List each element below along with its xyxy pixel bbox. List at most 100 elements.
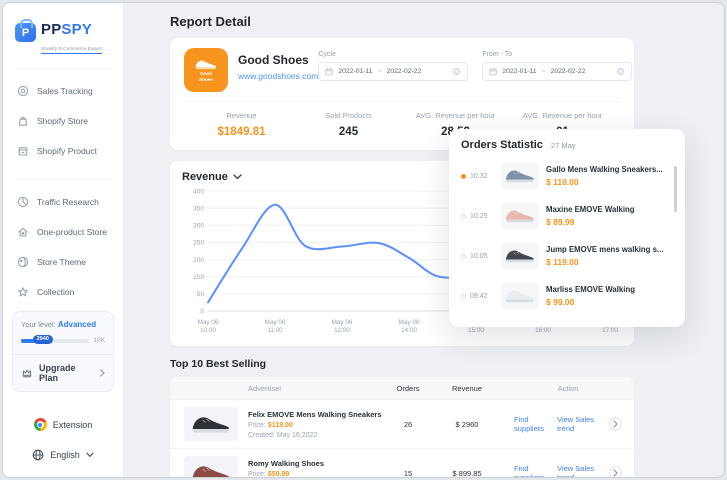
product-name: Romy Walking Shoes xyxy=(248,458,324,468)
product-image xyxy=(184,407,238,441)
sidebar: P PPSPY Shopify E-Commerce Expert Sales … xyxy=(3,3,124,477)
order-price: $ 119.00 xyxy=(546,257,579,267)
date-separator: ~ xyxy=(541,68,546,75)
sneaker-image xyxy=(505,250,534,263)
date-separator: ~ xyxy=(377,68,382,75)
divider xyxy=(15,68,111,69)
timeline-dot xyxy=(461,253,466,259)
table-row: Felix EMOVE Mens Walking Sneakers Price:… xyxy=(170,399,634,448)
stat-value: 245 xyxy=(338,126,359,138)
extension-button[interactable]: Extension xyxy=(3,418,123,431)
clear-icon[interactable] xyxy=(616,67,625,76)
scrollbar-thumb[interactable] xyxy=(674,166,677,212)
date-start: 2022-01-11 xyxy=(502,68,537,75)
sidebar-item-shopify-product[interactable]: Shopify Product xyxy=(3,136,123,166)
timeline-dot xyxy=(461,173,466,179)
chevron-down-icon xyxy=(86,452,94,457)
row-expand-button[interactable] xyxy=(608,417,622,431)
chrome-icon xyxy=(33,418,47,431)
store-summary-card: Good Shoes Good Shoes www.goodshoes.com … xyxy=(170,38,634,150)
product-image xyxy=(501,283,539,309)
col-action: Action xyxy=(557,383,579,393)
product-image xyxy=(501,243,539,269)
sneaker-image xyxy=(192,416,230,433)
fromto-range-picker[interactable]: 2022-01-11 ~ 2022-02-22 xyxy=(482,62,633,81)
svg-text:150: 150 xyxy=(193,274,204,281)
store-logo: Good Shoes xyxy=(184,48,228,92)
product-image xyxy=(184,456,238,477)
row-expand-button[interactable] xyxy=(608,466,622,477)
fromto-date-group: From - To 2022-01-11 ~ 2022-02-22 xyxy=(482,51,633,81)
svg-text:200: 200 xyxy=(193,257,204,264)
revenue-value: $ 899.85 xyxy=(452,468,482,478)
table-header: Advertiser Orders Revenue Action xyxy=(170,377,634,399)
order-time: 09:42 xyxy=(461,293,494,300)
sidebar-item-shopify-store[interactable]: Shopify Store xyxy=(3,106,123,136)
revenue-value: $ 2960 xyxy=(455,419,479,429)
table-row: Romy Walking Shoes Price: $59.99 Created… xyxy=(170,448,634,478)
sneaker-image xyxy=(505,210,534,223)
store-name: Good Shoes xyxy=(238,53,309,67)
product-created: Created: May 16,2022 xyxy=(248,431,318,439)
order-time: 10:05 xyxy=(461,253,494,260)
cycle-range-picker[interactable]: 2022-01-11 ~ 2022-02-22 xyxy=(318,62,469,81)
sidebar-menu-bottom: Traffic Research One-product Store Store… xyxy=(3,180,123,307)
order-item[interactable]: 10:05 Jump EMOVE mens walking s... $ 119.… xyxy=(461,236,673,276)
divider xyxy=(15,179,111,180)
date-end: 2022-02-22 xyxy=(386,68,422,75)
divider xyxy=(13,354,113,355)
svg-text:300: 300 xyxy=(193,223,204,230)
sidebar-item-sales-tracking[interactable]: Sales Tracking xyxy=(3,76,123,106)
sidebar-item-label: Traffic Research xyxy=(37,197,99,207)
best-selling-title: Top 10 Best Selling xyxy=(170,358,267,370)
svg-text:50: 50 xyxy=(197,291,205,298)
svg-text:400: 400 xyxy=(193,188,204,195)
target-icon xyxy=(17,85,29,97)
order-product-name: Jump EMOVE mens walking s... xyxy=(546,245,664,254)
order-product-name: Marliss EMOVE Walking xyxy=(546,285,635,294)
clear-icon[interactable] xyxy=(452,67,461,76)
upgrade-plan-button[interactable]: Upgrade Plan xyxy=(13,355,113,391)
orders-statistic-panel: Orders Statistic 27 May 10:32 Gallo Mens… xyxy=(449,129,685,327)
stat-label: Sold Products xyxy=(325,111,372,120)
level-progress-max: 10K xyxy=(93,337,105,344)
cycle-date-group: Cycle 2022-01-11 ~ 2022-02-22 xyxy=(318,51,469,81)
pie-chart-icon xyxy=(17,196,29,208)
order-item[interactable]: 10:32 Gallo Mens Walking Sneakers... $ 11… xyxy=(461,156,673,196)
page-title: Report Detail xyxy=(170,14,251,29)
language-selector[interactable]: English xyxy=(3,449,123,461)
sidebar-item-collection[interactable]: Collection xyxy=(3,277,123,307)
sidebar-item-one-product-store[interactable]: One-product Store xyxy=(3,217,123,247)
fromto-label: From - To xyxy=(482,51,513,58)
sidebar-item-traffic-research[interactable]: Traffic Research xyxy=(3,187,123,217)
stat-revenue: Revenue $1849.81 xyxy=(188,111,295,138)
svg-text:250: 250 xyxy=(193,240,204,247)
timeline-dot xyxy=(461,293,466,299)
store-icon xyxy=(18,116,28,126)
level-progress-fill xyxy=(21,338,42,343)
order-item[interactable]: 10:25 Maxine EMOVE Walking $ 89.99 xyxy=(461,196,673,236)
store-url-link[interactable]: www.goodshoes.com xyxy=(238,71,319,81)
svg-text:350: 350 xyxy=(193,205,204,212)
order-item[interactable]: 09:42 Marliss EMOVE Walking $ 99.00 xyxy=(461,276,673,316)
sneaker-image xyxy=(505,290,534,303)
product-price: Price: $119.00 xyxy=(248,421,293,429)
view-sales-trend-link[interactable]: View Sales trend xyxy=(557,415,595,433)
product-price: Price: $59.99 xyxy=(248,470,290,478)
sidebar-item-store-theme[interactable]: Store Theme xyxy=(3,247,123,277)
stat-sold-products: Sold Products 245 xyxy=(295,111,402,138)
theme-icon xyxy=(17,256,29,268)
chart-metric-dropdown[interactable]: Revenue xyxy=(182,171,622,183)
chevron-right-icon xyxy=(613,420,618,428)
sidebar-menu-top: Sales Tracking Shopify Store Shopify Pro… xyxy=(3,69,123,166)
logo-letter: P xyxy=(21,26,30,39)
svg-text:0: 0 xyxy=(200,308,204,315)
level-progress-value: 2940 xyxy=(32,335,53,344)
view-sales-trend-link[interactable]: View Sales trend xyxy=(557,464,595,478)
find-suppliers-link[interactable]: Find suppliers xyxy=(514,464,545,478)
calendar-icon xyxy=(489,68,497,76)
find-suppliers-link[interactable]: Find suppliers xyxy=(514,415,545,433)
timeline-dot xyxy=(461,213,466,219)
